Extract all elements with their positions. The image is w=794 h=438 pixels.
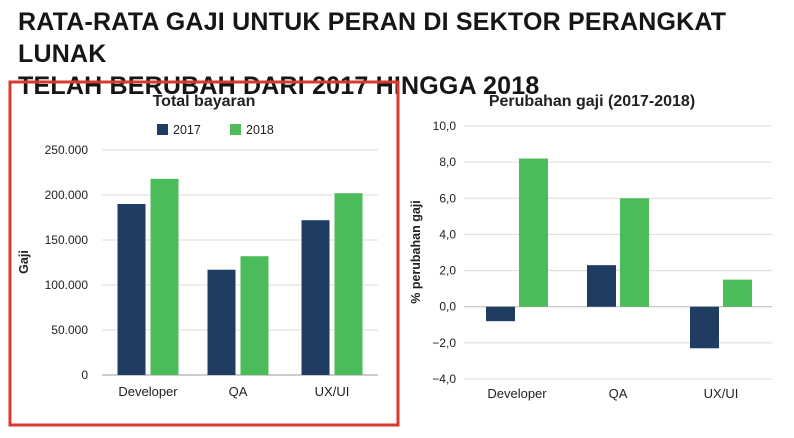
total-pay-ytick-label: 50.000: [51, 323, 88, 337]
total-pay-legend-swatch-2018: [230, 124, 241, 135]
salary-change-ytick-label: 10,0: [433, 119, 457, 133]
total-pay-ytick-label: 0: [81, 368, 88, 382]
salary-change-ytick-label: −4,0: [432, 372, 456, 386]
salary-change-bar-ux-ui-2017: [690, 306, 719, 349]
salary-change-ytick-label: 8,0: [439, 155, 456, 169]
salary-change-chart-title: Perubahan gaji (2017-2018): [489, 93, 695, 110]
total-pay-ytick-label: 200.000: [45, 188, 89, 202]
total-pay-legend-swatch-2017: [157, 124, 168, 135]
total-pay-legend-label: 2018: [246, 123, 274, 137]
salary-change-y-axis-label: % perubahan gaji: [409, 200, 423, 304]
salary-change-ytick-label: 2,0: [439, 264, 456, 278]
salary-change-category-label: QA: [609, 386, 628, 401]
total-pay-category-label: Developer: [118, 384, 178, 399]
total-pay-chart-panel: Total bayaran 0 50.000 100.000 150.000 200.00…: [8, 80, 400, 428]
total-pay-category-label: QA: [229, 384, 248, 399]
total-pay-category-label: UX/UI: [315, 384, 350, 399]
total-pay-ytick-label: 100.000: [45, 278, 89, 292]
total-pay-ytick-label: 250.000: [45, 143, 89, 157]
salary-change-bar-developer-2018: [519, 158, 548, 307]
salary-change-bar-qa-2018: [620, 198, 649, 307]
total-pay-highlight-frame: [8, 80, 400, 427]
salary-change-bar-qa-2017: [587, 265, 616, 307]
page-title-line-1: RATA-RATA GAJI UNTUK PERAN DI SEKTOR PER…: [18, 8, 727, 68]
total-pay-chart: Total bayaran 0 50.000 100.000 150.000 200.00…: [8, 80, 400, 427]
total-pay-bar-ux-ui-2018: [334, 193, 363, 375]
total-pay-ytick-label: 150.000: [45, 233, 89, 247]
salary-change-category-label: Developer: [487, 386, 547, 401]
total-pay-y-axis-label: Gaji: [17, 250, 31, 274]
page-title-line-2: TELAH BERUBAH DARI 2017 HINGGA 2018: [18, 72, 540, 100]
total-pay-legend-label: 2017: [173, 123, 201, 137]
total-pay-bar-developer-2017: [117, 204, 146, 375]
salary-change-category-label: UX/UI: [704, 386, 739, 401]
salary-change-ytick-label: −2,0: [432, 336, 456, 350]
total-pay-bar-qa-2018: [240, 256, 269, 375]
salary-change-bar-developer-2017: [486, 306, 515, 322]
salary-change-ytick-label: 0,0: [439, 300, 456, 314]
salary-change-ytick-label: 4,0: [439, 227, 456, 241]
total-pay-bar-ux-ui-2017: [301, 220, 330, 375]
page-title: RATA-RATA GAJI UNTUK PERAN DI SEKTOR PER…: [18, 6, 788, 102]
salary-change-chart-panel: Perubahan gaji (2017-2018) −4,0 −2,0 0,0 2,0…: [400, 80, 794, 433]
salary-change-ytick-label: 6,0: [439, 191, 456, 205]
total-pay-bar-developer-2018: [150, 178, 179, 375]
total-pay-bar-qa-2017: [207, 269, 236, 375]
total-pay-chart-title: Total bayaran: [153, 93, 256, 110]
salary-change-chart: Perubahan gaji (2017-2018) −4,0 −2,0 0,0 2,0…: [409, 93, 772, 401]
salary-change-bar-ux-ui-2018: [723, 279, 752, 307]
